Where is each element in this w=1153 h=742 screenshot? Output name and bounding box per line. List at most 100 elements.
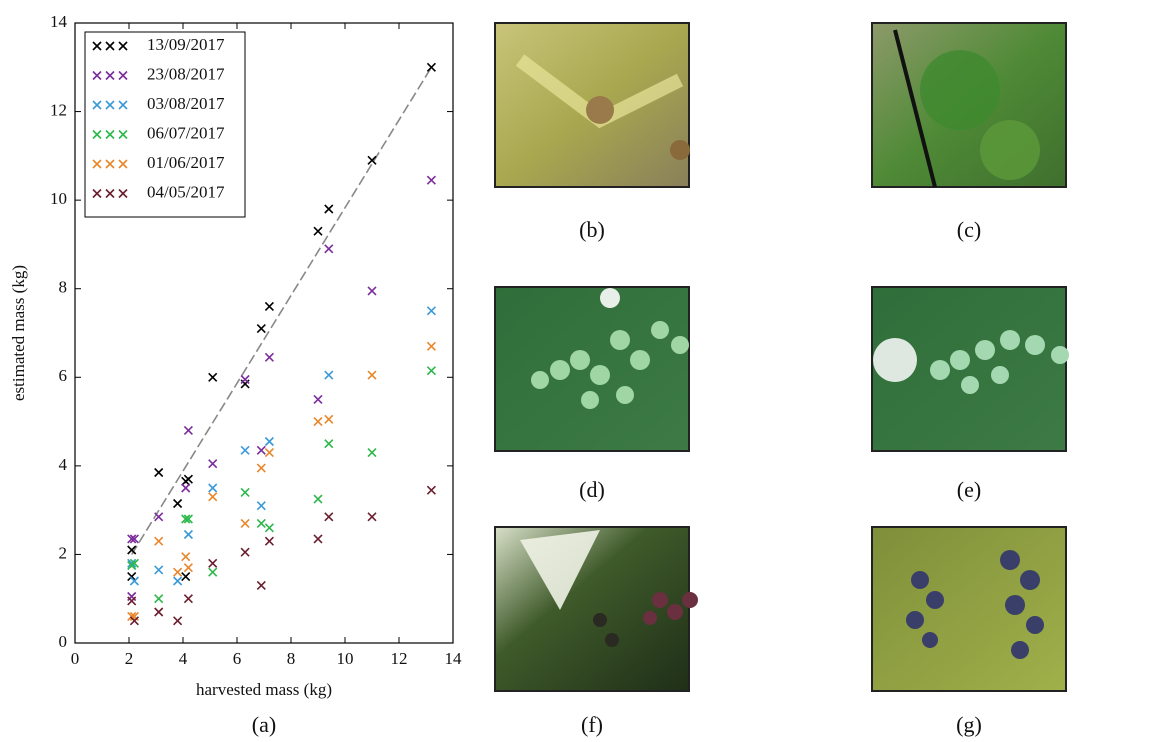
legend-label: 04/05/2017 [147, 182, 225, 201]
x-axis-label: harvested mass (kg) [196, 680, 332, 699]
point [264, 523, 274, 533]
point [181, 572, 191, 582]
point [264, 448, 274, 458]
point [264, 436, 274, 447]
legend-label: 13/09/2017 [147, 35, 225, 54]
point [256, 445, 266, 455]
point [264, 301, 274, 311]
x-tick-label: 8 [287, 649, 296, 668]
point [127, 558, 137, 568]
y-tick-label: 6 [59, 366, 68, 385]
x-tick-label: 2 [125, 649, 134, 668]
panel-caption: (c) [957, 217, 981, 242]
point [154, 536, 164, 546]
legend-marker [92, 41, 102, 51]
point [324, 204, 334, 214]
point [129, 576, 139, 586]
point [240, 374, 250, 385]
point [240, 445, 250, 455]
legend-marker [105, 159, 115, 169]
point [324, 439, 334, 449]
point [367, 155, 377, 165]
panel-caption: (e) [957, 477, 981, 502]
legend-marker [92, 188, 102, 199]
point [367, 286, 377, 296]
point [129, 616, 139, 626]
plot-frame [74, 22, 454, 644]
y-tick-label: 12 [50, 100, 67, 119]
point [313, 394, 323, 404]
point [127, 545, 137, 555]
point [324, 370, 334, 380]
point [208, 567, 218, 577]
point [256, 463, 266, 473]
point [173, 567, 183, 577]
x-tick-label: 12 [391, 649, 408, 668]
x-tick-label: 10 [337, 649, 354, 668]
point [208, 492, 218, 502]
point [173, 576, 183, 586]
y-tick-label: 8 [59, 278, 68, 297]
point [240, 518, 250, 528]
y-axis-label: estimated mass (kg) [9, 265, 28, 401]
point [183, 594, 193, 604]
panel-caption: (f) [581, 712, 603, 737]
legend-marker [105, 188, 115, 199]
legend-marker [105, 100, 115, 110]
y-tick-label: 4 [59, 455, 68, 474]
point [173, 498, 183, 509]
legend-marker [118, 70, 128, 81]
point [367, 370, 377, 380]
y-tick-label: 14 [50, 12, 68, 31]
legend-marker [92, 70, 102, 81]
panel-caption: (b) [579, 217, 605, 242]
legend-marker [92, 100, 102, 110]
photo-d [494, 286, 690, 452]
x-tick-label: 6 [233, 649, 242, 668]
point [127, 534, 137, 544]
point [240, 379, 250, 389]
point [127, 572, 137, 582]
legend-label: 01/06/2017 [147, 153, 225, 172]
photo-g [871, 526, 1067, 692]
point [264, 536, 274, 546]
point [367, 512, 377, 522]
point [154, 512, 164, 522]
legend-marker [118, 129, 128, 140]
point [173, 616, 183, 626]
point [426, 62, 436, 72]
photo-c [871, 22, 1067, 188]
point [256, 501, 266, 511]
legend-label: 03/08/2017 [147, 94, 225, 113]
point [313, 417, 323, 427]
point [208, 372, 218, 382]
point [208, 558, 218, 568]
point [324, 244, 334, 254]
x-tick-label: 0 [71, 649, 80, 668]
legend-box [84, 31, 246, 218]
point [264, 352, 274, 362]
point [154, 467, 164, 478]
panel-caption: (a) [252, 712, 276, 737]
legend-marker [118, 100, 128, 110]
panel-caption: (d) [579, 477, 605, 502]
photo-f [494, 526, 698, 692]
point [256, 518, 266, 528]
legend-marker [118, 41, 128, 51]
point [127, 611, 137, 621]
legend-marker [105, 129, 115, 140]
point [313, 494, 323, 504]
point [313, 226, 323, 236]
y-tick-label: 2 [59, 543, 68, 562]
point [154, 565, 164, 575]
point [426, 485, 436, 495]
legend-marker [118, 188, 128, 199]
point [240, 487, 250, 497]
point [127, 591, 137, 602]
legend-marker [92, 129, 102, 140]
point [154, 594, 164, 604]
point [181, 552, 191, 562]
x-tick-label: 4 [179, 649, 188, 668]
legend-marker [118, 159, 128, 169]
